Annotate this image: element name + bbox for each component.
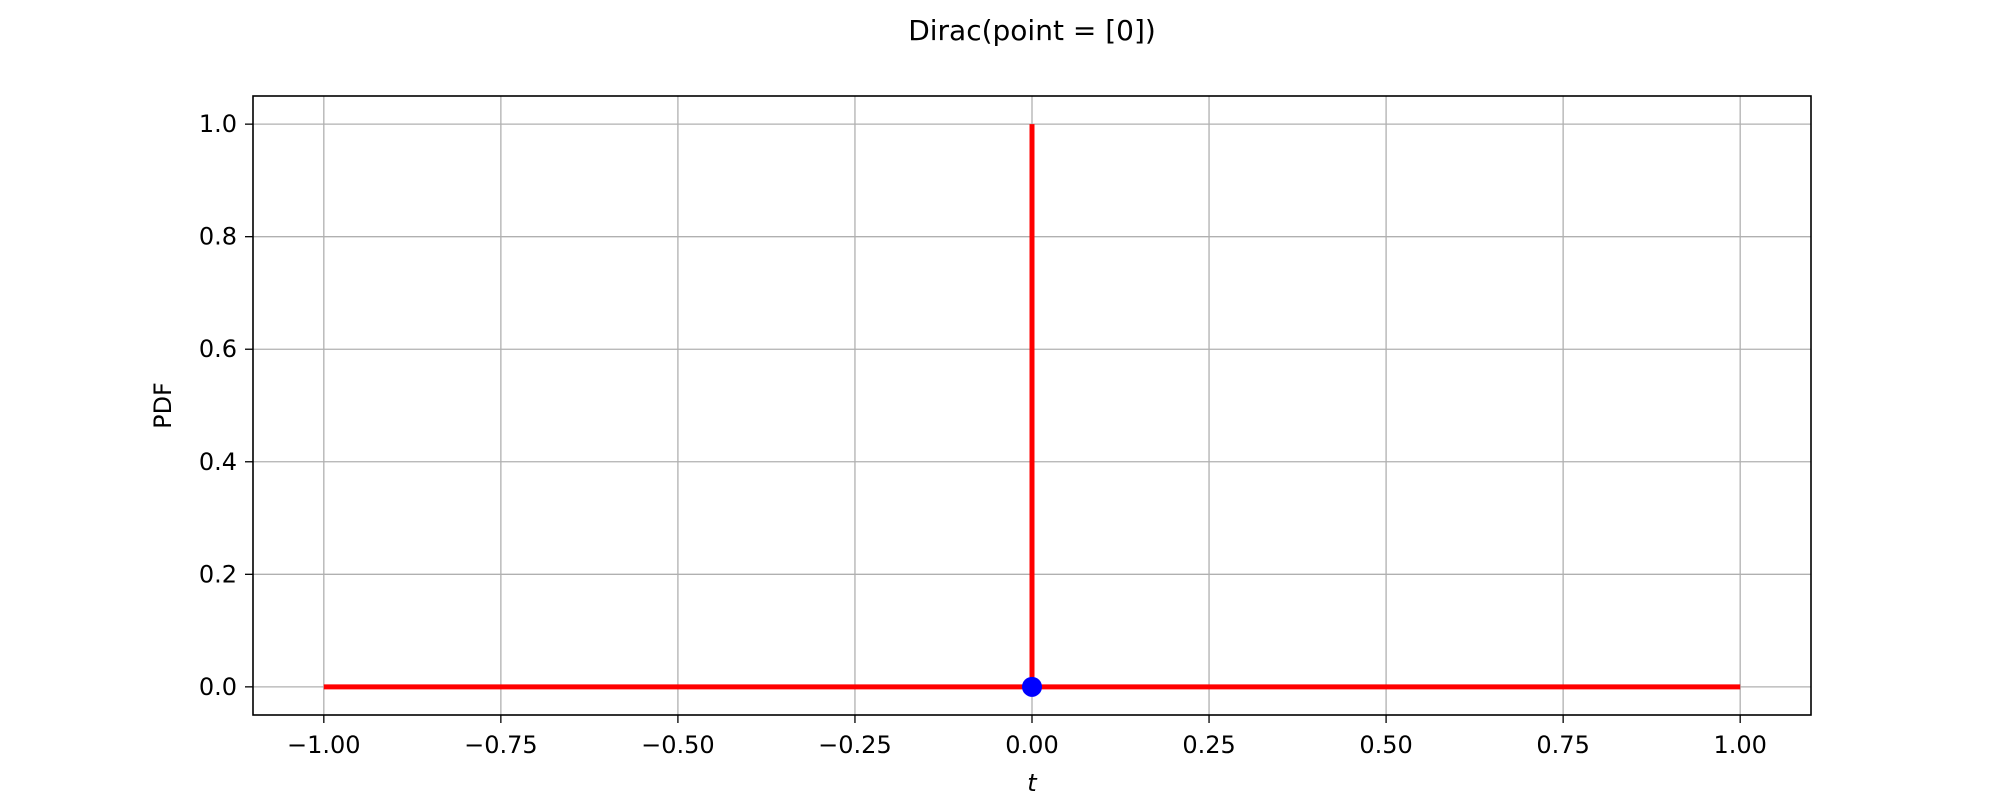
x-tick-label: −0.75 [464, 731, 538, 759]
x-tick-label: −1.00 [287, 731, 361, 759]
y-tick-label: 0.0 [199, 673, 237, 701]
x-axis: −1.00 −0.75 −0.50 −0.25 0.00 0.25 0.50 0.75 1.00 [287, 715, 1767, 759]
series-layer [323, 124, 1741, 697]
y-tick-label: 0.6 [199, 335, 237, 363]
x-tick-label: 0.00 [1005, 731, 1058, 759]
x-tick-label: 0.75 [1536, 731, 1589, 759]
x-tick-label: 0.25 [1182, 731, 1235, 759]
x-tick-label: −0.50 [641, 731, 715, 759]
x-axis-label: t [1027, 769, 1038, 797]
y-tick-label: 0.8 [199, 223, 237, 251]
y-tick-label: 1.0 [199, 110, 237, 138]
y-tick-label: 0.4 [199, 448, 237, 476]
chart-title: Dirac(point = [0]) [908, 14, 1156, 47]
x-tick-label: 1.00 [1713, 731, 1766, 759]
y-tick-label: 0.2 [199, 560, 237, 588]
data-point-marker [1022, 676, 1042, 697]
y-axis-label: PDF [149, 382, 177, 429]
x-tick-label: 0.50 [1359, 731, 1412, 759]
y-axis: 0.0 0.2 0.4 0.6 0.8 1.0 [199, 110, 253, 701]
x-tick-label: −0.25 [818, 731, 892, 759]
